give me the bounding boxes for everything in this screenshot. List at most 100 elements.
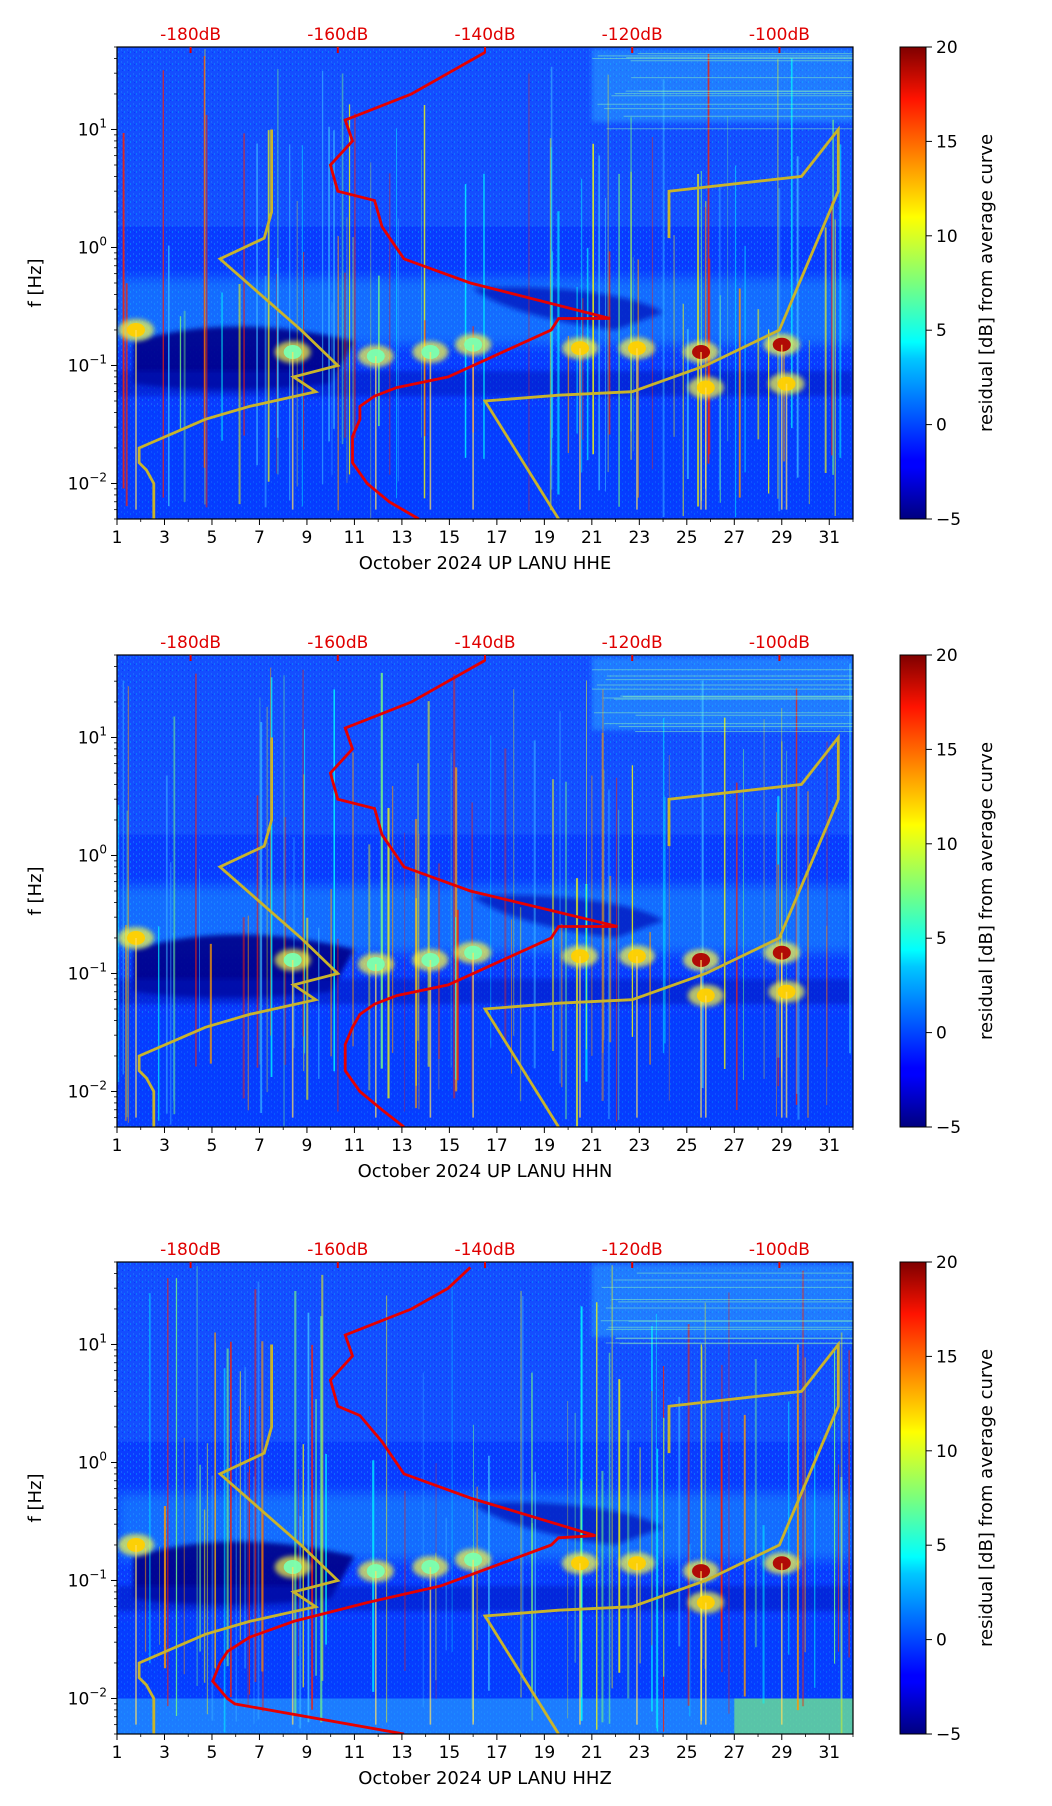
y-axis-label: f [Hz] (25, 1473, 46, 1522)
band-dark-low (117, 1585, 853, 1612)
colorbar-tick-label: 0 (936, 1024, 947, 1044)
x-tick-label: 15 (439, 528, 461, 548)
top-tick-label: -180dB (160, 633, 221, 653)
y-tick-label: 10−2 (68, 470, 107, 494)
colorbar-tick-label: −5 (936, 510, 961, 530)
x-tick-label: 31 (818, 528, 840, 548)
x-tick-label: 17 (486, 1743, 508, 1763)
band-high-right (591, 657, 853, 731)
colorbar-label: residual [dB] from average curve (976, 134, 997, 432)
x-tick-label: 27 (723, 1136, 745, 1156)
low-noise-model-curve (137, 737, 341, 1127)
heatmap-area (117, 1262, 853, 1734)
x-tick-label: 25 (676, 1136, 698, 1156)
x-tick-label: 23 (629, 528, 651, 548)
band-dark-low (117, 370, 853, 397)
x-tick-label: 21 (581, 1743, 603, 1763)
band-high-right (591, 49, 853, 123)
low-noise-model-curve (137, 129, 341, 519)
x-tick-label: 25 (676, 528, 698, 548)
x-tick-label: 11 (344, 528, 366, 548)
x-tick-label: 13 (391, 528, 413, 548)
colorbar: −5 0 5 10 15 20 residual [dB] from average cur… (899, 1253, 997, 1745)
events (117, 1533, 800, 1725)
x-axis-label: October 2024 UP LANU HHE (359, 553, 612, 574)
y-tick-label: 101 (78, 1331, 107, 1355)
y-axis-label: f [Hz] (25, 258, 46, 307)
top-db-axis: -180dB -160dB -140dB -120dB -100dB (160, 25, 810, 53)
x-tick-label: 5 (207, 528, 218, 548)
x-tick-label: 1 (112, 528, 123, 548)
vertical-streaks (117, 663, 851, 1127)
x-tick-label: 9 (302, 528, 313, 548)
y-tick-label: 10−1 (68, 1567, 107, 1591)
high-noise-model-curve (482, 733, 840, 1127)
y-tick-label: 100 (78, 842, 107, 866)
x-tick-label: 13 (391, 1136, 413, 1156)
y-tick-label: 10−1 (68, 960, 107, 984)
x-tick-label: 21 (581, 1136, 603, 1156)
x-tick-label: 31 (818, 1743, 840, 1763)
top-db-axis: -180dB -160dB -140dB -120dB -100dB (160, 1240, 810, 1268)
x-tick-label: 27 (723, 528, 745, 548)
x-tick-label: 19 (534, 1136, 556, 1156)
top-tick-label: -100dB (749, 25, 810, 45)
x-tick-label: 19 (534, 528, 556, 548)
vertical-streaks (144, 1265, 850, 1734)
colorbar-tick-label: 20 (936, 646, 958, 666)
x-tick-label: 29 (771, 1743, 793, 1763)
harmonic-lines (592, 669, 853, 733)
colorbar-tick-label: 15 (936, 132, 958, 152)
y-axis-label: f [Hz] (25, 866, 46, 915)
y-tick-label: 10−2 (68, 1685, 107, 1709)
events (117, 926, 805, 1118)
band-long-period (117, 1014, 853, 1127)
colorbar-gradient (899, 654, 927, 1128)
colorbar-label: residual [dB] from average curve (976, 742, 997, 1040)
x-tick-label: 19 (534, 1743, 556, 1763)
average-psd-curve (328, 659, 618, 1127)
y-axis: 10−2 10−1 100 101 (68, 654, 117, 1128)
colorbar-label: residual [dB] from average curve (976, 1349, 997, 1647)
high-noise-model-curve (482, 125, 840, 519)
harmonic-lines (592, 53, 853, 130)
top-tick-label: -100dB (749, 633, 810, 653)
colorbar-tick-label: 5 (936, 929, 947, 949)
x-tick-label: 3 (159, 1743, 170, 1763)
x-axis-label: October 2024 UP LANU HHN (358, 1161, 613, 1182)
colorbar-tick-label: 0 (936, 1631, 947, 1651)
top-tick-label: -180dB (160, 1240, 221, 1260)
x-tick-label: 9 (302, 1743, 313, 1763)
harmonic-lines (600, 1272, 853, 1345)
y-tick-label: 10−2 (68, 1078, 107, 1102)
x-axis: 1 3 5 7 9 11 13 15 17 19 21 23 25 27 29 31 (112, 519, 854, 548)
colorbar-tick-label: 10 (936, 835, 958, 855)
x-tick-label: 5 (207, 1136, 218, 1156)
average-psd-curve (328, 51, 611, 519)
colorbar-gradient (899, 1261, 927, 1735)
x-tick-label: 17 (486, 1136, 508, 1156)
band-high-right (591, 1264, 853, 1338)
top-tick-label: -140dB (454, 1240, 515, 1260)
colorbar-tick-label: 15 (936, 740, 958, 760)
x-tick-label: 27 (723, 1743, 745, 1763)
band-lowest-hhz-right (734, 1698, 853, 1734)
x-tick-label: 15 (439, 1743, 461, 1763)
x-tick-label: 1 (112, 1743, 123, 1763)
x-tick-label: 29 (771, 1136, 793, 1156)
x-tick-label: 25 (676, 1743, 698, 1763)
colorbar: −5 0 5 10 15 20 residual [dB] from average cur… (899, 38, 997, 530)
colorbar-tick-label: 0 (936, 416, 947, 436)
colorbar-tick-label: 10 (936, 1442, 958, 1462)
x-tick-label: 7 (254, 1136, 265, 1156)
colorbar: −5 0 5 10 15 20 residual [dB] from average cur… (899, 646, 997, 1138)
top-tick-label: -180dB (160, 25, 221, 45)
x-tick-label: 31 (818, 1136, 840, 1156)
top-tick-label: -160dB (307, 25, 368, 45)
vertical-streaks (122, 49, 842, 519)
colorbar-tick-label: 20 (936, 38, 958, 58)
top-tick-label: -140dB (454, 633, 515, 653)
x-tick-label: 11 (344, 1136, 366, 1156)
